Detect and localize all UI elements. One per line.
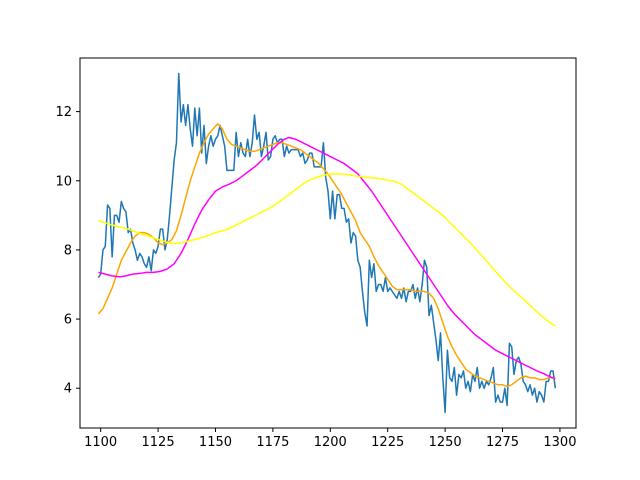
y-tick-label: 12	[55, 105, 72, 120]
x-tick-label: 1100	[84, 435, 117, 450]
series-line-4	[98, 173, 556, 327]
x-tick-label: 1300	[543, 435, 576, 450]
y-axis: 4 6 8 10 12	[55, 105, 80, 397]
x-tick-label: 1125	[142, 435, 175, 450]
y-tick-label: 4	[64, 382, 72, 397]
series-layer	[97, 72, 557, 414]
x-tick-label: 1175	[256, 435, 289, 450]
x-tick-label: 1250	[429, 435, 462, 450]
x-tick-label: 1275	[486, 435, 519, 450]
x-axis: 1100 1125 1150 1175 1200 1225 1250 1275 1300	[84, 428, 576, 450]
plot-frame	[79, 57, 577, 429]
y-tick-label: 6	[64, 313, 72, 328]
x-tick-label: 1225	[371, 435, 404, 450]
y-tick-label: 10	[55, 174, 72, 189]
x-tick-label: 1150	[199, 435, 232, 450]
series-line-3	[98, 136, 556, 380]
x-tick-label: 1200	[314, 435, 347, 450]
y-tick-label: 8	[64, 243, 72, 258]
series-line-1	[97, 72, 557, 414]
